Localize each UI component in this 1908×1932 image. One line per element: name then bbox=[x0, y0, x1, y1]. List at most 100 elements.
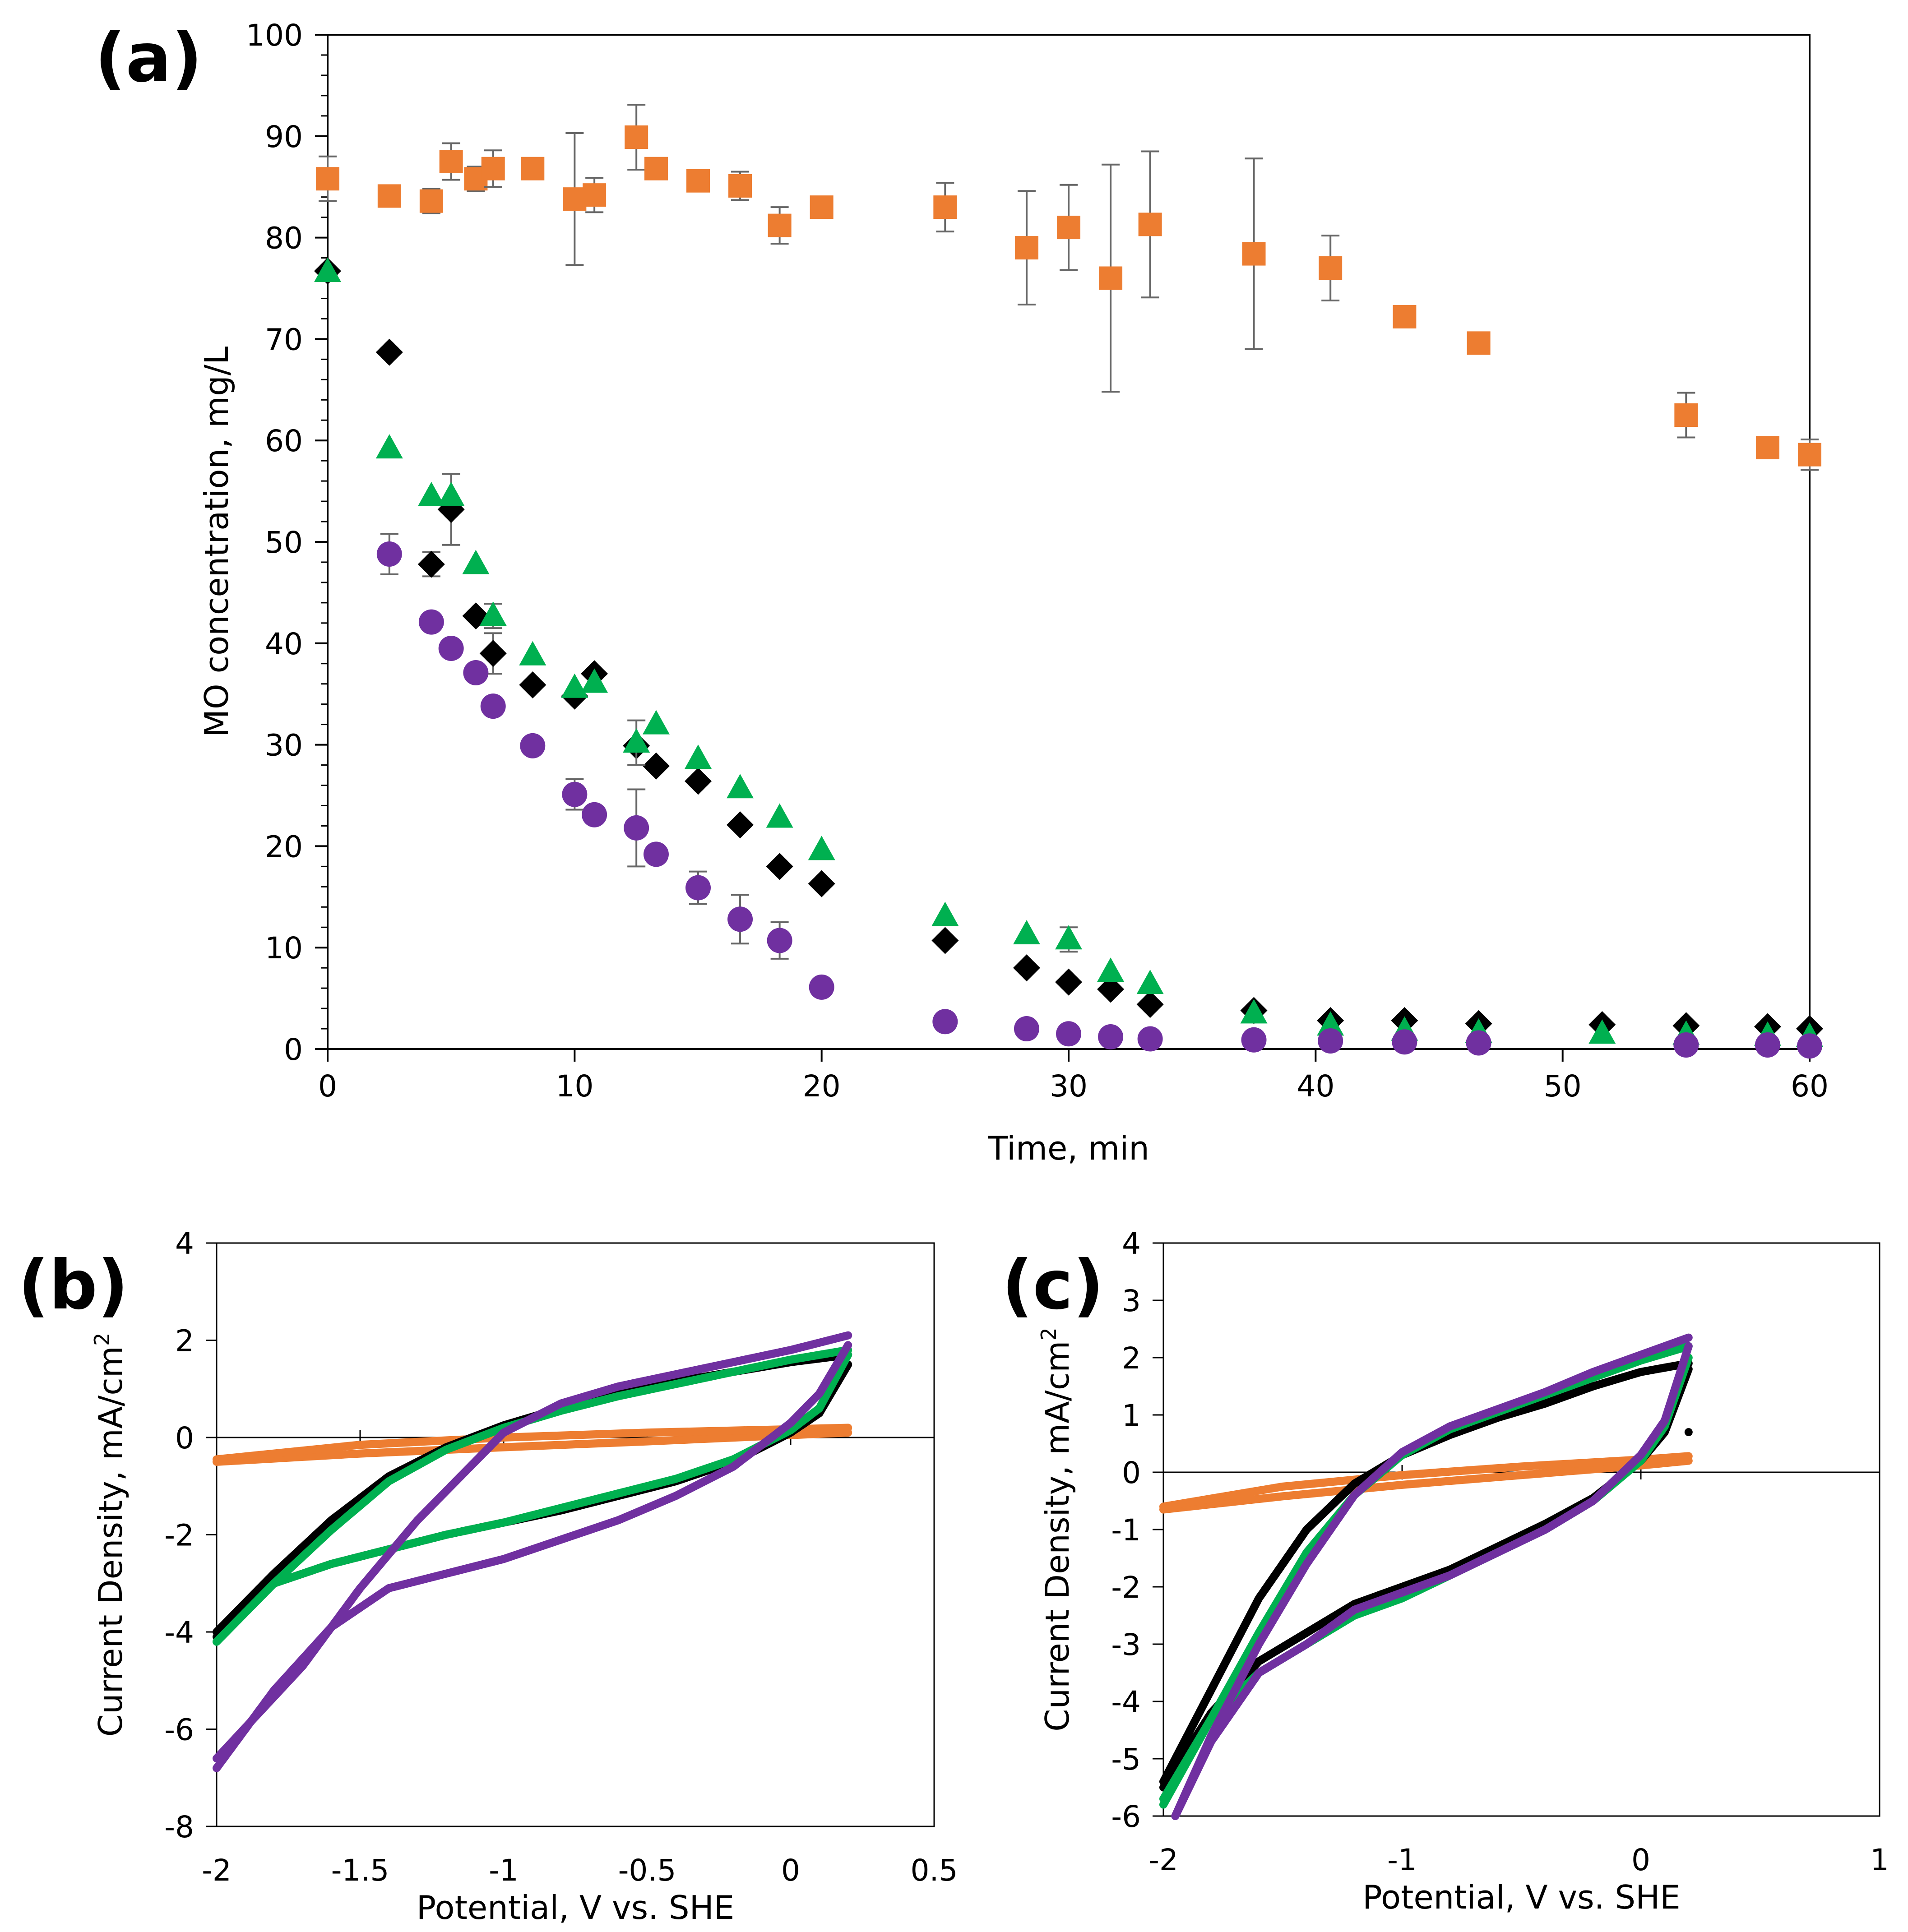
data-point-diamond bbox=[685, 767, 712, 795]
data-point-square bbox=[1138, 213, 1162, 236]
x-tick-label: 60 bbox=[1791, 1069, 1829, 1104]
chart-panel-c: (c) -2 -1 0 1 -6 -5 -4 -3 -2 -1 0 1 2 3 4 Potential, V v… bbox=[1002, 1226, 1889, 1916]
cv-curve-reverse bbox=[1159, 1342, 1693, 1803]
data-point-square bbox=[1755, 435, 1779, 459]
series-orange-squares bbox=[316, 104, 1821, 471]
y-tick-label: 30 bbox=[265, 728, 303, 763]
y-tick-label: 3 bbox=[1122, 1284, 1141, 1318]
data-point-diamond bbox=[808, 870, 835, 897]
data-point-circle bbox=[1797, 1033, 1822, 1059]
y-tick-label: -8 bbox=[164, 1810, 194, 1844]
data-point-circle bbox=[520, 733, 546, 758]
data-point-triangle bbox=[1240, 999, 1268, 1024]
data-point-square bbox=[1393, 305, 1417, 328]
data-point-diamond bbox=[1055, 968, 1082, 996]
data-point-triangle bbox=[766, 803, 793, 828]
plot-frame bbox=[1162, 1242, 1880, 1817]
y-axis-title-superscript: 2 bbox=[90, 1333, 114, 1346]
x-axis-title: Time, min bbox=[987, 1129, 1149, 1167]
x-tick-label: 0 bbox=[318, 1069, 337, 1104]
data-point-square bbox=[644, 157, 668, 180]
series-purple-circles bbox=[376, 533, 1822, 1059]
data-point-diamond bbox=[375, 338, 403, 366]
x-tick-label: 40 bbox=[1297, 1069, 1334, 1104]
data-point-circle bbox=[480, 693, 506, 719]
y-tick-label: 2 bbox=[175, 1324, 194, 1359]
y-axis-title: Current Density, mA/cm2 bbox=[90, 1333, 130, 1737]
data-point-diamond bbox=[642, 752, 670, 780]
y-tick-label: 2 bbox=[1122, 1341, 1141, 1376]
y-tick-label: 0 bbox=[1122, 1456, 1141, 1490]
panel-label: (c) bbox=[1002, 1246, 1104, 1325]
data-point-triangle bbox=[479, 601, 507, 626]
x-tick-label: -2 bbox=[202, 1853, 232, 1888]
data-point-circle bbox=[562, 781, 588, 807]
cv-curve-forward bbox=[1171, 1342, 1693, 1820]
data-point-diamond bbox=[519, 671, 546, 698]
y-tick-label: 1 bbox=[1122, 1398, 1141, 1433]
y-tick-label: 10 bbox=[265, 931, 303, 966]
y-tick-label: -6 bbox=[1111, 1799, 1141, 1834]
cv-curve-reverse bbox=[213, 1331, 852, 1763]
data-point-diamond bbox=[417, 550, 445, 578]
cv-curve-forward bbox=[213, 1428, 852, 1466]
data-point-circle bbox=[418, 609, 444, 635]
data-point-square bbox=[1099, 266, 1123, 290]
data-point-triangle bbox=[931, 901, 959, 926]
cv-curve-reverse bbox=[1159, 1359, 1693, 1786]
cv-curve-forward bbox=[213, 1341, 852, 1772]
data-point-square bbox=[481, 157, 505, 180]
data-point-triangle bbox=[561, 673, 588, 698]
data-point-triangle bbox=[1136, 970, 1164, 994]
data-point-square bbox=[728, 174, 752, 198]
y-tick-label: 100 bbox=[246, 18, 303, 53]
y-tick-label: 50 bbox=[265, 525, 303, 560]
data-point-triangle bbox=[417, 481, 445, 506]
x-tick-label: 0.5 bbox=[911, 1853, 958, 1888]
cv-curve-forward bbox=[1159, 1365, 1693, 1792]
y-tick-label: -4 bbox=[164, 1615, 194, 1650]
y-tick-label: -2 bbox=[1111, 1570, 1141, 1605]
data-point-square bbox=[377, 184, 401, 208]
data-point-square bbox=[419, 189, 443, 213]
data-point-triangle bbox=[314, 258, 341, 282]
data-point-triangle bbox=[1013, 920, 1040, 944]
y-axis-title-superscript: 2 bbox=[1037, 1327, 1061, 1340]
series-purple bbox=[213, 1331, 852, 1772]
data-point-diamond bbox=[1013, 954, 1040, 982]
data-point-square bbox=[1798, 443, 1821, 467]
data-point-triangle bbox=[685, 744, 712, 769]
x-tick-label: -0.5 bbox=[618, 1853, 676, 1888]
x-tick-label: -1 bbox=[1387, 1843, 1417, 1877]
data-point-diamond bbox=[766, 853, 793, 880]
y-tick-label: -2 bbox=[164, 1518, 194, 1553]
x-tick-label: -2 bbox=[1149, 1843, 1178, 1877]
data-point-square bbox=[686, 169, 710, 193]
data-point-circle bbox=[1466, 1030, 1491, 1056]
data-point-triangle bbox=[519, 641, 546, 666]
data-point-circle bbox=[1014, 1016, 1039, 1042]
x-tick-label: -1.5 bbox=[331, 1853, 389, 1888]
series-purple bbox=[1171, 1333, 1693, 1820]
y-tick-label: 70 bbox=[265, 322, 303, 357]
cv-curve-reverse bbox=[1159, 1452, 1693, 1511]
y-tick-label: 40 bbox=[265, 627, 303, 661]
data-point-circle bbox=[767, 928, 792, 953]
y-axis-title: Current Density, mA/cm2 bbox=[1037, 1327, 1076, 1731]
data-point-circle bbox=[685, 875, 711, 901]
y-tick-label: 0 bbox=[284, 1032, 303, 1067]
x-axis-title: Potential, V vs. SHE bbox=[1362, 1878, 1681, 1916]
y-tick-label: -4 bbox=[1111, 1685, 1141, 1719]
x-axis-title: Potential, V vs. SHE bbox=[417, 1889, 735, 1927]
data-point-triangle bbox=[375, 434, 403, 459]
cv-curve-reverse bbox=[213, 1350, 852, 1636]
data-point-square bbox=[768, 213, 792, 237]
series-black-diamonds bbox=[314, 257, 1823, 1043]
data-point-triangle bbox=[1055, 925, 1082, 950]
x-tick-label: 30 bbox=[1050, 1069, 1088, 1104]
data-point-square bbox=[439, 150, 463, 173]
chart-panel-b: (b) -2 -1.5 -1 -0.5 0 0.5 -8 -6 -4 -2 0 2 4 Potential,… bbox=[18, 1226, 958, 1927]
data-point-diamond bbox=[479, 640, 507, 667]
y-tick-label: 60 bbox=[265, 424, 303, 458]
